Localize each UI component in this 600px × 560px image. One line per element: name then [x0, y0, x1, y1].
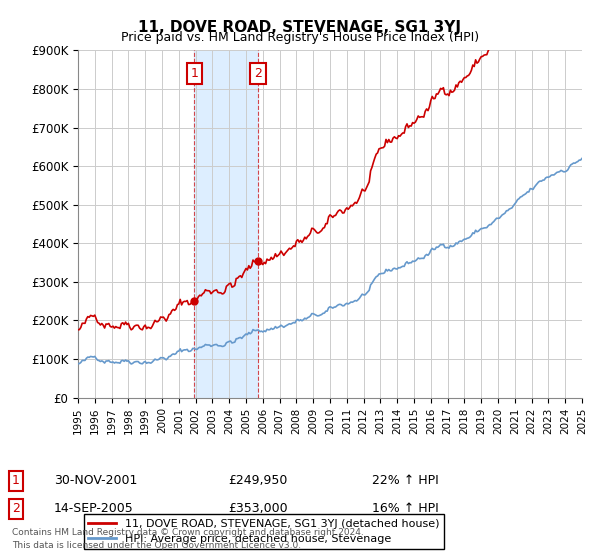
- Text: 22% ↑ HPI: 22% ↑ HPI: [372, 474, 439, 487]
- Text: Contains HM Land Registry data © Crown copyright and database right 2024.
This d: Contains HM Land Registry data © Crown c…: [12, 529, 364, 550]
- Text: £249,950: £249,950: [228, 474, 287, 487]
- Text: 1: 1: [190, 67, 198, 80]
- Text: 11, DOVE ROAD, STEVENAGE, SG1 3YJ: 11, DOVE ROAD, STEVENAGE, SG1 3YJ: [139, 20, 461, 35]
- Bar: [194, 50, 258, 398]
- Text: £353,000: £353,000: [228, 502, 287, 515]
- Text: 16% ↑ HPI: 16% ↑ HPI: [372, 502, 439, 515]
- Text: 30-NOV-2001: 30-NOV-2001: [54, 474, 137, 487]
- Text: 2: 2: [12, 502, 20, 515]
- Text: 2: 2: [254, 67, 262, 80]
- Text: 14-SEP-2005: 14-SEP-2005: [54, 502, 134, 515]
- Text: Price paid vs. HM Land Registry's House Price Index (HPI): Price paid vs. HM Land Registry's House …: [121, 31, 479, 44]
- Legend: 11, DOVE ROAD, STEVENAGE, SG1 3YJ (detached house), HPI: Average price, detached: 11, DOVE ROAD, STEVENAGE, SG1 3YJ (detac…: [83, 514, 443, 549]
- Text: 1: 1: [12, 474, 20, 487]
